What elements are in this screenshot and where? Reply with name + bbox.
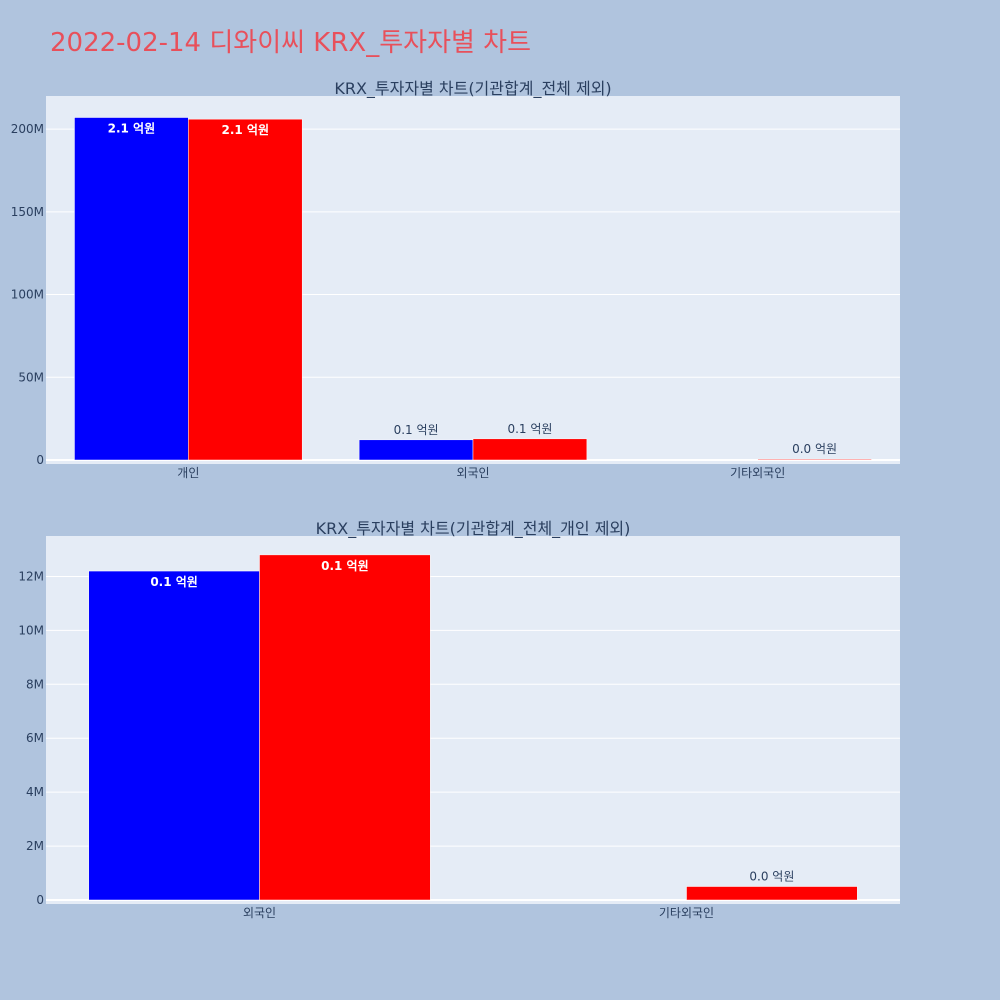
y-tick-label: 50M	[18, 370, 44, 384]
bar	[74, 117, 189, 461]
y-tick-label: 12M	[18, 569, 44, 583]
data-label: 2.1 억원	[108, 122, 156, 136]
x-tick-label: 개인	[177, 466, 199, 480]
data-label: 2.1 억원	[222, 123, 270, 137]
y-tick-label: 4M	[26, 785, 44, 799]
chart-top: KRX_투자자별 차트(기관합계_전체 제외) 0 50M 100M 150M 200M 개…	[11, 79, 900, 480]
y-tick-label: 10M	[18, 623, 44, 637]
x-tick-label: 기타외국인	[659, 906, 714, 920]
y-tick-label: 0	[36, 453, 44, 467]
x-tick-label: 기타외국인	[730, 466, 785, 480]
bar	[259, 554, 431, 901]
x-tick-label: 외국인	[243, 906, 276, 920]
bar	[88, 570, 260, 901]
y-tick-label: 150M	[11, 205, 44, 219]
y-tick-label: 2M	[26, 839, 44, 853]
data-label: 0.0 억원	[792, 442, 837, 456]
data-label: 0.1 억원	[150, 575, 198, 589]
data-label: 0.1 억원	[507, 422, 552, 436]
y-tick-label: 100M	[11, 288, 44, 302]
bar	[686, 886, 858, 901]
bar	[188, 118, 303, 461]
data-label: 0.1 억원	[321, 559, 369, 573]
page-title: 2022-02-14 디와이씨 KRX_투자자별 차트	[50, 28, 532, 58]
chart-bottom: KRX_투자자별 차트(기관합계_전체_개인 제외) 0 2M 4M 6M 8M 10M 12…	[18, 519, 900, 920]
bar	[757, 458, 872, 461]
data-label: 0.1 억원	[394, 423, 439, 437]
y-tick-label: 6M	[26, 731, 44, 745]
y-tick-label: 8M	[26, 677, 44, 691]
chart-title: KRX_투자자별 차트(기관합계_전체 제외)	[334, 79, 611, 99]
chart-title: KRX_투자자별 차트(기관합계_전체_개인 제외)	[316, 519, 631, 539]
y-tick-label: 0	[36, 893, 44, 907]
y-tick-label: 200M	[11, 122, 44, 136]
data-label: 0.0 억원	[749, 870, 794, 884]
bar	[358, 439, 474, 461]
x-tick-label: 외국인	[456, 466, 489, 480]
bar	[472, 438, 588, 461]
